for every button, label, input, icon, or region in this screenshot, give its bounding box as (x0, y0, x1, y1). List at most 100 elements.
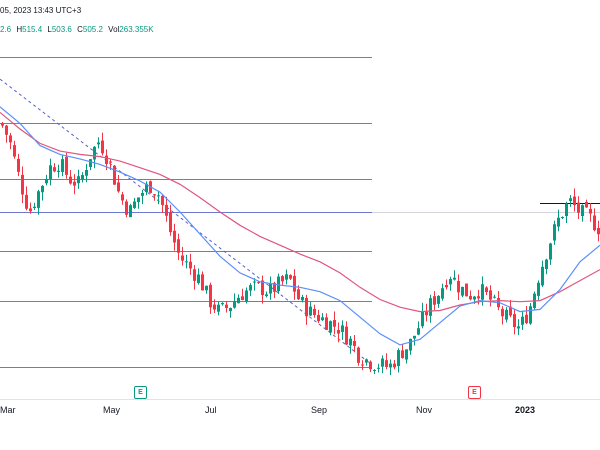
candle-body (85, 169, 88, 176)
candle-body (445, 285, 448, 288)
x-label-jul: Jul (205, 405, 217, 415)
candle-body (597, 227, 600, 235)
candle-body (293, 275, 296, 292)
candle-body (381, 358, 384, 367)
candle-body (565, 203, 568, 216)
candle-body (81, 175, 84, 180)
candle-body (393, 363, 396, 368)
candle-body (585, 201, 588, 208)
candle-body (309, 306, 312, 316)
candle-body (249, 285, 252, 291)
candle-body (581, 205, 584, 217)
candle-body (333, 320, 336, 327)
candle-body (21, 174, 24, 195)
candle-body (589, 208, 592, 214)
candle-body (525, 314, 528, 324)
candle-body (229, 308, 232, 312)
candle-body (173, 230, 176, 243)
candle-body (177, 239, 180, 253)
candle-body (409, 338, 412, 351)
price-chart[interactable] (0, 0, 600, 400)
candle-body (513, 314, 516, 328)
candle-body (77, 176, 80, 184)
moving-average-slow (0, 111, 600, 313)
candle-body (213, 304, 216, 310)
candle-body (117, 182, 120, 192)
x-label-2023: 2023 (515, 405, 536, 415)
ohlc-readout: 2.6 H515.4 L503.6 C505.2 Vol263.355K (0, 24, 157, 36)
candle-body (257, 282, 260, 284)
candle-body (53, 167, 56, 172)
candle-body (25, 194, 28, 209)
candle-body (365, 359, 368, 363)
candle-body (357, 347, 360, 363)
candle-body (433, 296, 436, 305)
candle-body (489, 290, 492, 300)
candle-body (101, 140, 104, 154)
earnings-marker-green[interactable]: E (134, 386, 147, 399)
x-label-nov: Nov (416, 405, 433, 415)
candle-body (105, 155, 108, 164)
candle-body (561, 217, 564, 219)
earnings-marker-red[interactable]: E (468, 386, 481, 399)
candle-body (553, 224, 556, 241)
candle-body (541, 266, 544, 286)
candle-body (509, 306, 512, 316)
candle-body (545, 259, 548, 270)
candle-body (345, 326, 348, 345)
candle-body (221, 303, 224, 305)
candle-body (133, 201, 136, 208)
candle-body (449, 278, 452, 285)
candle-body (301, 297, 304, 301)
candle-body (573, 196, 576, 206)
candle-body (537, 282, 540, 296)
candle-body (145, 183, 148, 193)
candle-body (425, 311, 428, 316)
candle-body (189, 261, 192, 269)
candle-body (417, 328, 420, 335)
candle-body (341, 325, 344, 332)
candle-body (313, 308, 316, 316)
candle-body (205, 285, 208, 291)
candle-body (57, 170, 60, 172)
high-label: H (16, 25, 23, 34)
candle-body (353, 341, 356, 346)
x-axis: Mar May Jul Sep Nov 2023 (0, 400, 600, 420)
candle-body (121, 194, 124, 201)
candle-body (457, 280, 460, 293)
candle-body (285, 274, 288, 280)
candle-body (441, 288, 444, 299)
moving-average-fast (0, 106, 600, 346)
candle-body (593, 215, 596, 231)
candle-body (461, 286, 464, 296)
candle-body (337, 329, 340, 334)
candle-body (113, 165, 116, 185)
candle-body (261, 280, 264, 296)
candle-body (505, 309, 508, 320)
candle-body (185, 261, 188, 263)
candle-body (193, 269, 196, 281)
candle-body (405, 349, 408, 360)
candle-body (153, 194, 156, 196)
candle-body (61, 159, 64, 172)
candle-body (265, 294, 268, 297)
candle-body (317, 314, 320, 322)
candle-body (45, 178, 48, 184)
candle-body (69, 176, 72, 184)
candle-body (297, 289, 300, 300)
candle-body (141, 192, 144, 196)
candle-body (109, 161, 112, 163)
volume-label: Vol (108, 25, 120, 34)
candle-body (89, 159, 92, 167)
candle-body (201, 274, 204, 291)
earnings-marker-red-label: E (472, 389, 477, 396)
candle-body (237, 297, 240, 304)
candle-body (277, 276, 280, 292)
candle-body (281, 276, 284, 282)
candle-body (29, 208, 32, 212)
low-value: 503.6 (51, 25, 72, 34)
earnings-marker-green-label: E (138, 389, 143, 396)
candle-body (125, 201, 128, 215)
volume-value: 263.355K (119, 25, 154, 34)
candle-body (377, 367, 380, 369)
